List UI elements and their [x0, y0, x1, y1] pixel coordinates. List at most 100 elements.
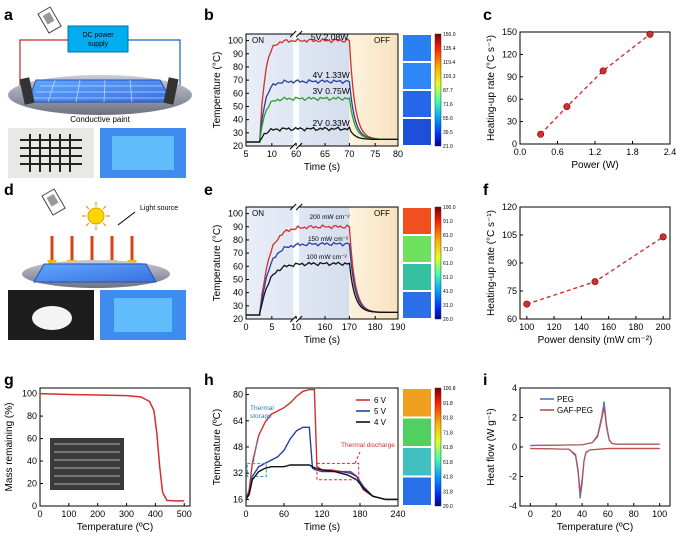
colorbar-tick-b-8: 21.0 [443, 144, 453, 150]
off-label-e: OFF [374, 209, 390, 218]
break-mark-bot-a-b [289, 142, 297, 150]
colorbar-tick-h-6: 41.8 [443, 475, 453, 481]
xtick-label-b-4: 70 [344, 149, 354, 159]
xtick-label-g-2: 200 [90, 509, 105, 519]
break-mark-bot-b-e [295, 315, 303, 323]
xtick-label-h-2: 120 [314, 509, 329, 519]
series-line-h-2 [245, 464, 398, 501]
colorbar-tick-e-8: 20.0 [443, 317, 453, 323]
colorbar-tick-e-6: 41.0 [443, 289, 453, 295]
xlabel-b: Time (s) [304, 162, 340, 173]
panel-letter-e: e [204, 182, 213, 199]
xtick-label-f-2: 140 [574, 322, 589, 332]
series-line-b-3 [246, 126, 398, 143]
xtick-label-b-5: 75 [370, 149, 380, 159]
plot-frame-e [245, 206, 399, 320]
xtick-label-i-4: 80 [629, 509, 639, 519]
xtick-label-e-3: 160 [318, 322, 333, 332]
xtick-label-h-1: 60 [279, 509, 289, 519]
ylabel-f: Heating-up rate (°C s⁻¹) [486, 210, 497, 316]
thermal-frame-h-2 [403, 448, 431, 476]
xtick-label-b-6: 80 [393, 149, 403, 159]
discharge-box-h [316, 462, 360, 481]
data-point-c-2 [599, 67, 607, 75]
xtick-label-h-0: 0 [243, 509, 248, 519]
colorbar-tick-e-7: 31.0 [443, 303, 453, 309]
colorbar-tick-b-0: 150.0 [443, 32, 456, 38]
xtick-label-e-1: 5 [269, 322, 274, 332]
thermal-frame-e-3 [403, 292, 431, 318]
ytick-label-b-0: 20 [233, 141, 243, 151]
series-label-b-3: 2V 0.33W [312, 118, 349, 128]
ylabel-e: Temperature (°C) [212, 225, 223, 302]
colorbar-tick-h-8: 20.0 [443, 504, 453, 510]
dc-power-label: DC power [82, 32, 114, 39]
ytick-label-h-4: 80 [233, 390, 243, 400]
thermal-frame-h-3 [403, 477, 431, 505]
discharge-pointer-h [354, 451, 361, 464]
colorbar-tick-h-7: 31.8 [443, 489, 453, 495]
xtick-label-c-2: 1.2 [589, 147, 602, 157]
ytick-label-e-6: 80 [233, 235, 243, 245]
ytick-label-i-0: -4 [509, 501, 517, 511]
storage-pointer-h [253, 438, 258, 462]
ytick-label-e-1: 30 [233, 301, 243, 311]
light-rays [50, 236, 134, 262]
ytick-label-e-3: 50 [233, 274, 243, 284]
ytick-label-b-4: 60 [233, 88, 243, 98]
chart-panel-c: 0.0 0.6 1.2 1.8 2.4 0 30 60 90 120 150 Power (W) Hea… [486, 27, 676, 171]
ytick-label-g-0: 0 [32, 501, 37, 511]
on-label-e: ON [252, 209, 264, 218]
colorbar-b [434, 33, 442, 147]
colorbar-tick-e-0: 100.0 [443, 205, 456, 211]
xtick-label-i-5: 100 [652, 509, 667, 519]
xlabel-i: Temperature (ºC) [557, 522, 633, 533]
dc-power-label-2: supply [88, 41, 109, 48]
xtick-label-e-4: 170 [342, 322, 357, 332]
thermal-frame-h-0 [403, 389, 431, 417]
series-label-b-0: 5V 2.08W [311, 32, 348, 42]
ytick-label-g-2: 40 [27, 456, 37, 466]
xtick-label-i-1: 20 [551, 509, 561, 519]
electrode-left [19, 77, 35, 105]
on-label-b: ON [252, 36, 264, 45]
ytick-label-f-4: 120 [502, 202, 517, 212]
legend-label-h-2: 4 V [374, 418, 387, 427]
heating-curve-i-1 [530, 407, 660, 447]
xtick-label-h-4: 240 [390, 509, 405, 519]
ytick-label-b-2: 40 [233, 115, 243, 125]
xtick-label-b-0: 5 [243, 149, 248, 159]
dc-power-supply [67, 25, 129, 53]
colorbar-tick-b-1: 135.4 [443, 46, 456, 52]
thermometer-icon [37, 6, 62, 34]
colorbar-tick-b-3: 103.3 [443, 74, 456, 80]
xtick-label-e-5: 180 [368, 322, 383, 332]
ytick-label-e-4: 60 [233, 261, 243, 271]
xlabel-e: Time (s) [304, 335, 340, 346]
break-mark-top-a-e [289, 203, 297, 211]
data-point-c-0 [537, 130, 545, 138]
xtick-label-b-3: 65 [320, 149, 330, 159]
xlabel-f: Power density (mW cm⁻²) [538, 335, 653, 346]
ytick-label-c-5: 150 [502, 27, 517, 37]
colorbar-tick-b-5: 71.6 [443, 102, 453, 108]
ytick-label-b-1: 30 [233, 128, 243, 138]
ytick-label-g-5: 100 [22, 389, 37, 399]
colorbar-tick-b-4: 87.7 [443, 88, 453, 94]
ytick-label-c-1: 30 [507, 117, 517, 127]
panel-letters: a b c d e f g h i [4, 7, 492, 389]
ytick-label-i-3: 2 [512, 413, 517, 423]
plot-frame-f [519, 206, 671, 320]
legend-label-h-0: 6 V [374, 396, 387, 405]
ytick-label-g-4: 80 [27, 411, 37, 421]
chart-panel-g: 0 100 200 300 400 500020406080100Temperature … [4, 387, 192, 533]
xtick-label-g-4: 400 [148, 509, 163, 519]
xtick-label-i-3: 60 [603, 509, 613, 519]
break-mark-top-a-b [289, 30, 297, 38]
series-label-b-2: 3V 0.75W [312, 86, 349, 96]
mass-curve-g [39, 392, 185, 502]
ytick-label-i-4: 4 [512, 383, 517, 393]
conductive-paint-label: Conductive paint [70, 115, 130, 124]
panel-letter-d: d [4, 182, 14, 199]
series-line-e-2 [246, 261, 398, 316]
